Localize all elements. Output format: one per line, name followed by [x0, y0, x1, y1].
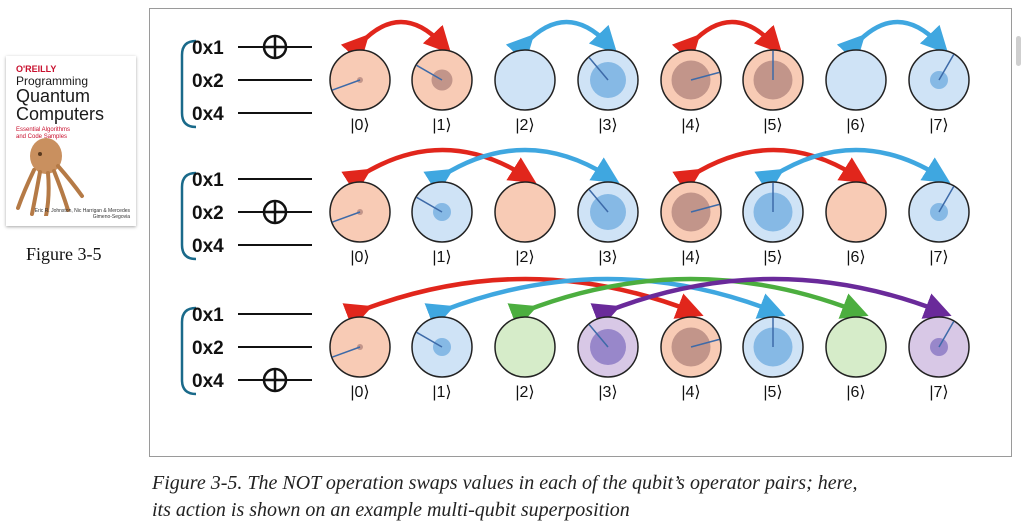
swap-arrow-red: [340, 19, 452, 64]
state-label: |0⟩: [350, 117, 369, 134]
qubit-label: 0x2: [192, 338, 224, 359]
phase-line: [416, 64, 443, 81]
swap-arrow-blue: [505, 19, 618, 64]
qubit-label: 0x4: [192, 236, 224, 257]
state-circle: [825, 316, 887, 378]
phase-line: [332, 346, 361, 358]
state-label: |5⟩: [763, 249, 782, 266]
phase-line: [690, 338, 720, 348]
state-label: |3⟩: [598, 117, 617, 134]
phase-line: [938, 54, 955, 81]
swap-arrow-blue: [754, 147, 951, 195]
phase-line: [416, 331, 443, 348]
circuit-panel: 0x1 0x2 0x4 |0⟩ |1⟩ |2⟩ |3⟩ |4⟩ |5⟩ |6⟩ |7⟩: [180, 276, 970, 401]
state-label: |2⟩: [515, 384, 534, 401]
caption-line-2: its action is shown on an example multi-…: [152, 499, 630, 521]
state-label: |3⟩: [598, 249, 617, 266]
state-label: |3⟩: [598, 384, 617, 401]
qubit-label: 0x1: [192, 305, 224, 326]
swap-arrow-blue: [836, 19, 949, 64]
phase-line: [938, 186, 955, 213]
book-title-line2: Quantum Computers: [16, 86, 105, 124]
circuit-panel: 0x1 0x2 0x4 |0⟩ |1⟩ |2⟩ |3⟩ |4⟩ |5⟩ |6⟩ |7⟩: [180, 147, 970, 266]
state-label: |2⟩: [515, 249, 534, 266]
phase-line: [416, 196, 443, 213]
book-publisher: O'REILLY: [16, 64, 57, 74]
qubit-label: 0x1: [192, 38, 224, 59]
book-authors: Eric R. Johnston, Nic Harrigan & Mercede…: [34, 208, 130, 220]
qubit-label: 0x4: [192, 371, 224, 392]
phase-line: [332, 211, 361, 223]
qubit-label: 0x2: [192, 71, 224, 92]
phase-line: [690, 203, 720, 213]
swap-arrow-red: [671, 19, 783, 64]
state-circle: [494, 49, 556, 111]
qubit-bracket: [180, 171, 197, 261]
caption-line-1: Figure 3-5. The NOT operation swaps valu…: [152, 472, 858, 494]
swap-arrow-blue: [423, 147, 620, 195]
state-label: |4⟩: [681, 117, 700, 134]
book-title-line1: Programming: [16, 74, 89, 88]
state-label: |1⟩: [432, 384, 451, 401]
state-label: |6⟩: [846, 384, 865, 401]
figure-caption: Figure 3-5. The NOT operation swaps valu…: [152, 470, 1012, 524]
state-label: |7⟩: [929, 249, 948, 266]
state-circle: [825, 49, 887, 111]
phase-line: [588, 56, 609, 81]
book-figure-label: Figure 3-5: [26, 244, 102, 264]
phase-line: [588, 323, 609, 348]
state-label: |7⟩: [929, 117, 948, 134]
phase-line: [690, 71, 720, 81]
qubit-label: 0x1: [192, 170, 224, 191]
state-label: |1⟩: [432, 249, 451, 266]
state-label: |2⟩: [515, 117, 534, 134]
state-label: |6⟩: [846, 117, 865, 134]
book-cover[interactable]: O'REILLY Programming Quantum Computers E…: [6, 56, 136, 226]
state-label: |1⟩: [432, 117, 451, 134]
state-circle: [494, 316, 556, 378]
phase-line: [588, 188, 609, 213]
state-label: |4⟩: [681, 249, 700, 266]
qubit-label: 0x4: [192, 104, 224, 125]
phase-line: [332, 79, 361, 91]
figure-frame: 0x1 0x2 0x4 |0⟩ |1⟩ |2⟩ |3⟩ |4⟩ |5⟩ |6⟩ |7⟩ 0x1 0x2 0…: [149, 8, 1012, 457]
qubit-bracket: [180, 306, 197, 396]
circuit-panel: 0x1 0x2 0x4 |0⟩ |1⟩ |2⟩ |3⟩ |4⟩ |5⟩ |6⟩ |7⟩: [180, 19, 970, 134]
scrollbar[interactable]: [1016, 36, 1021, 66]
qubit-label: 0x2: [192, 203, 224, 224]
phase-line: [938, 321, 955, 348]
state-circle: [825, 181, 887, 243]
state-label: |6⟩: [846, 249, 865, 266]
state-label: |0⟩: [350, 249, 369, 266]
state-label: |0⟩: [350, 384, 369, 401]
swap-arrow-purple: [590, 276, 952, 329]
state-label: |7⟩: [929, 384, 948, 401]
state-label: |5⟩: [763, 384, 782, 401]
qubit-bracket: [180, 39, 197, 129]
state-label: |5⟩: [763, 117, 782, 134]
state-circle: [494, 181, 556, 243]
book-subtitle: Essential Algorithms and Code Samples: [16, 127, 71, 140]
octopus-illustration: [16, 138, 84, 216]
state-label: |4⟩: [681, 384, 700, 401]
